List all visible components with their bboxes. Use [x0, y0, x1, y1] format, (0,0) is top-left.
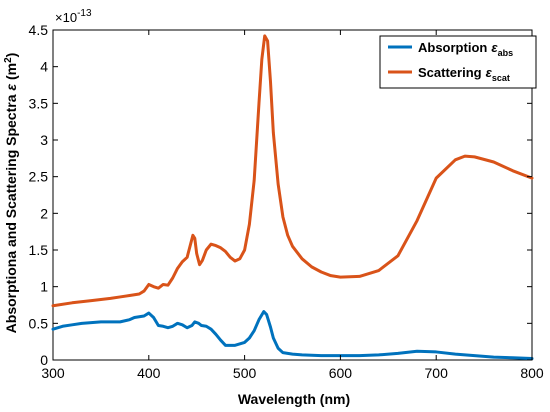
y-axis-title-symbol: ε [3, 84, 19, 91]
x-tick-label: 400 [137, 365, 161, 381]
y-multiplier-base: ×10 [55, 10, 77, 25]
y-tick-label: 0.5 [29, 315, 49, 331]
y-axis-title-main: Absorptiona and Scattering Spectra [3, 91, 19, 334]
legend-label-absorption-sub: abs [498, 48, 514, 58]
y-tick-label: 3.5 [29, 95, 49, 111]
y-tick-label: 1 [40, 279, 48, 295]
legend-label-scattering-symbol: ε [486, 65, 493, 80]
y-axis-title-unit-end: ) [3, 53, 19, 58]
series-layer [51, 34, 534, 361]
y-multiplier-exp: -13 [77, 8, 92, 19]
legend-label-scattering: Scattering εscat [418, 65, 510, 83]
x-tick-label: 600 [329, 365, 353, 381]
legend-label-absorption-symbol: ε [491, 40, 498, 55]
y-tick-label: 3 [40, 132, 48, 148]
y-tick-label: 0 [40, 352, 48, 368]
y-axis-title: Absorptiona and Scattering Spectra ε (m2… [3, 53, 19, 334]
x-tick-label: 500 [233, 365, 257, 381]
y-axis-title-unit-sup: 2 [3, 57, 14, 63]
series-line-absorption [51, 310, 534, 361]
y-tick-label: 4.5 [29, 22, 49, 38]
y-tick-label: 1.5 [29, 242, 49, 258]
x-tick-label: 800 [520, 365, 544, 381]
x-tick-label: 300 [41, 365, 65, 381]
tick-layer: 300 400 500 600 700 800 0 0.5 1 1.5 2 2.5 3 3.5 4 4.5 [29, 22, 544, 381]
legend-label-absorption-name: Absorption [418, 40, 487, 55]
y-tick-label: 2 [40, 205, 48, 221]
legend-box [379, 35, 537, 89]
legend-label-scattering-name: Scattering [418, 65, 482, 80]
x-tick-label: 700 [425, 365, 449, 381]
x-axis-title: Wavelength (nm) [238, 391, 350, 407]
legend: Absorption εabs Scattering εscat [379, 35, 537, 89]
legend-label-scattering-sub: scat [492, 73, 510, 83]
y-tick-label: 4 [40, 59, 48, 75]
y-multiplier: ×10-13 [55, 8, 92, 25]
legend-label-absorption: Absorption εabs [418, 40, 513, 58]
y-axis-title-unit: (m [3, 63, 19, 84]
series-line-scattering [51, 34, 534, 308]
y-tick-label: 2.5 [29, 169, 49, 185]
